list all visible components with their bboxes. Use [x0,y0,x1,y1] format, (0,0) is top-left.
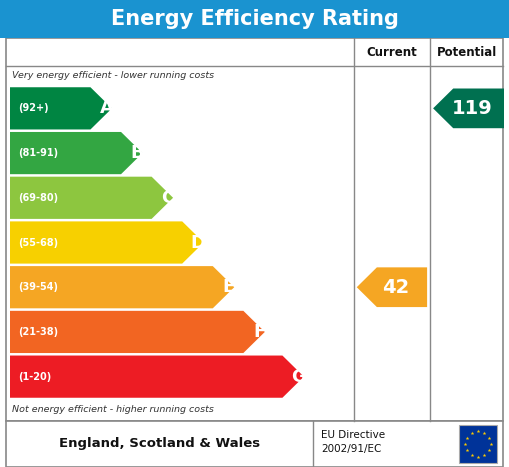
Text: 119: 119 [452,99,493,118]
Text: E: E [223,278,235,296]
Text: (69-80): (69-80) [18,193,58,203]
Text: F: F [253,323,266,341]
Bar [0,0,509,38]
Text: (21-38): (21-38) [18,327,58,337]
Bar [459,425,497,463]
Text: C: C [161,189,175,207]
Bar [6,38,503,421]
Polygon shape [10,266,234,308]
Text: EU Directive
2002/91/EC: EU Directive 2002/91/EC [321,430,385,454]
Polygon shape [10,311,265,353]
Text: 42: 42 [382,278,410,297]
Polygon shape [10,87,112,129]
Text: Not energy efficient - higher running costs: Not energy efficient - higher running co… [12,405,214,415]
Text: Potential: Potential [436,45,497,58]
Polygon shape [10,221,204,263]
Bar [6,421,503,467]
Polygon shape [10,355,304,398]
Text: Very energy efficient - lower running costs: Very energy efficient - lower running co… [12,71,214,80]
Text: (1-20): (1-20) [18,372,51,382]
Polygon shape [433,89,504,128]
Text: A: A [100,99,114,117]
Text: Current: Current [366,45,417,58]
Text: G: G [291,368,306,386]
Text: (39-54): (39-54) [18,282,58,292]
Text: (92+): (92+) [18,103,49,113]
Text: England, Scotland & Wales: England, Scotland & Wales [59,438,260,451]
Text: D: D [191,234,206,252]
Text: Energy Efficiency Rating: Energy Efficiency Rating [110,9,399,29]
Polygon shape [357,267,427,307]
Text: (55-68): (55-68) [18,238,58,248]
Text: B: B [130,144,144,162]
Polygon shape [10,132,143,174]
Text: (81-91): (81-91) [18,148,58,158]
Polygon shape [10,177,173,219]
